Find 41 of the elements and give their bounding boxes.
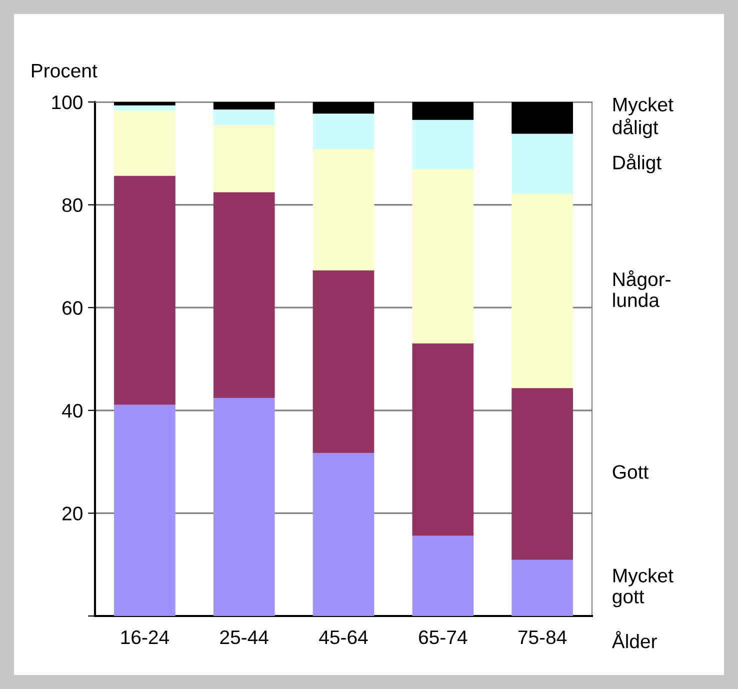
bar	[213, 108, 275, 125]
bar	[213, 397, 275, 616]
text: Gott	[612, 465, 648, 479]
bar	[412, 342, 474, 536]
bar	[213, 102, 275, 110]
bar	[312, 102, 374, 114]
bar	[114, 110, 176, 176]
x-tick-label: 25-44	[220, 630, 268, 644]
text: Mycket gott	[612, 568, 674, 608]
y-tick-label: 60	[62, 301, 82, 315]
x-tick-label: 65-74	[419, 630, 468, 644]
bar	[512, 102, 573, 134]
bar	[512, 133, 573, 194]
text: Någor- lunda	[613, 270, 670, 308]
bar	[412, 102, 474, 120]
x-tick-label: 16-24	[121, 630, 169, 644]
y-tick-label: 40	[62, 404, 82, 418]
bar	[312, 112, 374, 150]
text: Dåligt	[613, 154, 662, 174]
text: Mycket dåligt	[612, 97, 674, 138]
bar	[512, 387, 573, 560]
bar	[412, 119, 474, 170]
y-tick-label: 100	[52, 95, 82, 110]
y-tick-label: 20	[62, 506, 82, 520]
bar	[512, 559, 573, 616]
bar	[312, 452, 374, 616]
y-axis-title: Procent	[32, 64, 98, 78]
x-tick-label: 75-84	[518, 630, 567, 644]
bar	[312, 270, 374, 453]
bar	[512, 193, 573, 388]
bar	[412, 534, 474, 616]
x-axis-title: Ålder	[612, 631, 657, 648]
bar	[213, 192, 275, 398]
bar	[114, 175, 176, 405]
y-tick-label: 80	[62, 198, 82, 212]
bar	[114, 102, 176, 106]
bar	[312, 148, 374, 270]
bar	[114, 404, 176, 616]
x-tick-label: 45-64	[319, 630, 368, 644]
bar	[412, 168, 474, 344]
bar	[213, 124, 275, 192]
